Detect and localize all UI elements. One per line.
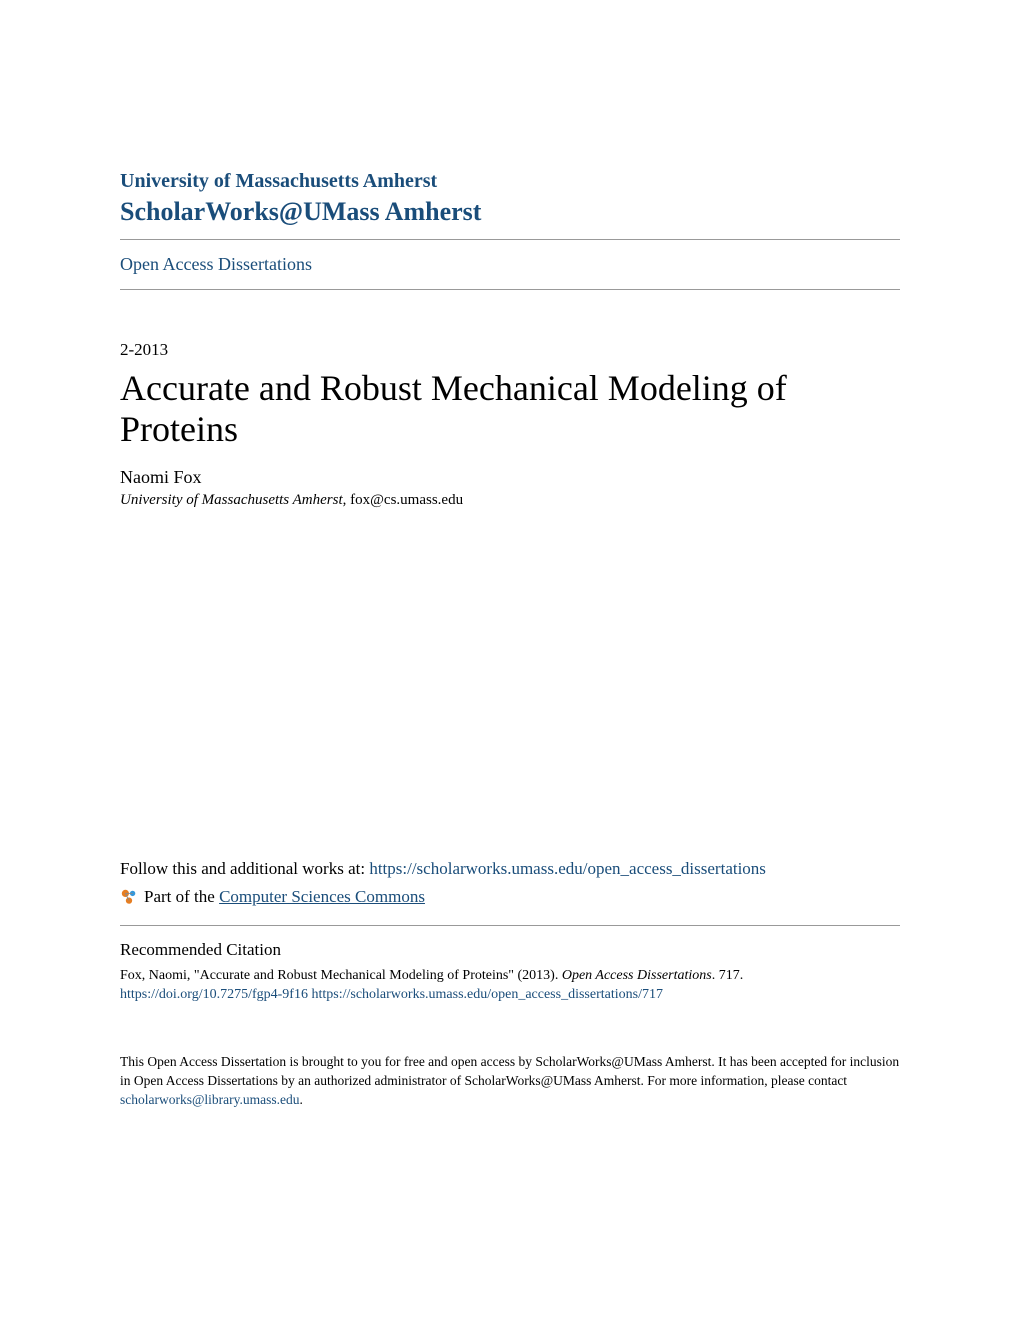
follow-collection-link[interactable]: https://scholarworks.umass.edu/open_acce… — [369, 859, 766, 878]
citation-links: https://doi.org/10.7275/fgp4-9f16 https:… — [120, 987, 900, 1003]
author-affiliation: University of Massachusetts Amherst, fox… — [120, 492, 900, 509]
follow-prefix: Follow this and additional works at: — [120, 859, 369, 878]
follow-section: Follow this and additional works at: htt… — [120, 859, 900, 879]
publication-date: 2-2013 — [120, 340, 900, 360]
document-title: Accurate and Robust Mechanical Modeling … — [120, 368, 900, 451]
author-name: Naomi Fox — [120, 467, 900, 488]
footer-text: This Open Access Dissertation is brought… — [120, 1054, 899, 1088]
citation-permalink[interactable]: https://scholarworks.umass.edu/open_acce… — [311, 987, 663, 1002]
footer-contact-link[interactable]: scholarworks@library.umass.edu — [120, 1092, 300, 1107]
part-of-prefix: Part of the — [144, 887, 219, 906]
footer-section: This Open Access Dissertation is brought… — [120, 1053, 900, 1110]
part-of-wrapper: Part of the Computer Sciences Commons — [144, 887, 425, 907]
page-container: University of Massachusetts Amherst Scho… — [0, 0, 1020, 1170]
collection-link[interactable]: Open Access Dissertations — [120, 254, 900, 275]
footer-period: . — [300, 1092, 303, 1107]
citation-heading: Recommended Citation — [120, 940, 900, 960]
part-of-line: Part of the Computer Sciences Commons — [120, 887, 900, 907]
citation-doi-link[interactable]: https://doi.org/10.7275/fgp4-9f16 — [120, 987, 308, 1002]
citation-author-part: Fox, Naomi, "Accurate and Robust Mechani… — [120, 968, 562, 983]
network-icon — [120, 888, 138, 906]
commons-link[interactable]: Computer Sciences Commons — [219, 887, 425, 906]
institution-name: University of Massachusetts Amherst — [120, 170, 900, 193]
citation-text: Fox, Naomi, "Accurate and Robust Mechani… — [120, 966, 900, 986]
affiliation-institution: University of Massachusetts Amherst — [120, 492, 343, 508]
header-rule-2 — [120, 289, 900, 290]
citation-number: . 717. — [712, 968, 744, 983]
citation-rule — [120, 925, 900, 926]
citation-series: Open Access Dissertations — [562, 968, 712, 983]
header-rule-1 — [120, 239, 900, 240]
affiliation-email: , fox@cs.umass.edu — [343, 492, 463, 508]
repository-name[interactable]: ScholarWorks@UMass Amherst — [120, 197, 900, 227]
